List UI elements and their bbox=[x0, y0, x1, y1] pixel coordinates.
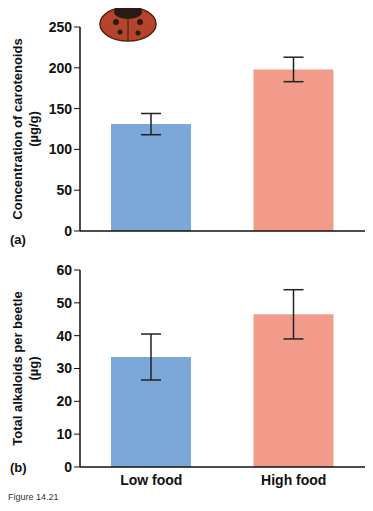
svg-text:0: 0 bbox=[64, 459, 72, 475]
svg-text:250: 250 bbox=[49, 19, 73, 35]
html-text:(b): (b) bbox=[10, 460, 27, 475]
html-text:(a): (a) bbox=[10, 232, 26, 247]
svg-text:High food: High food bbox=[261, 472, 326, 488]
svg-text:30: 30 bbox=[56, 360, 72, 376]
svg-text:0: 0 bbox=[64, 223, 72, 239]
svg-text:Concentration of carotenoids(µ: Concentration of carotenoids(µg/g) bbox=[10, 38, 41, 219]
svg-text:Total alkaloids per beetle(µg): Total alkaloids per beetle(µg) bbox=[10, 291, 41, 445]
svg-text:Low food: Low food bbox=[120, 472, 182, 488]
svg-text:60: 60 bbox=[56, 262, 72, 278]
html-text:Figure 14.21: Figure 14.21 bbox=[8, 492, 59, 502]
svg-text:50: 50 bbox=[56, 182, 72, 198]
svg-text:40: 40 bbox=[56, 328, 72, 344]
svg-text:200: 200 bbox=[49, 60, 73, 76]
svg-text:100: 100 bbox=[49, 141, 73, 157]
svg-text:10: 10 bbox=[56, 426, 72, 442]
svg-text:50: 50 bbox=[56, 295, 72, 311]
svg-text:150: 150 bbox=[49, 101, 73, 117]
svg-text:20: 20 bbox=[56, 393, 72, 409]
